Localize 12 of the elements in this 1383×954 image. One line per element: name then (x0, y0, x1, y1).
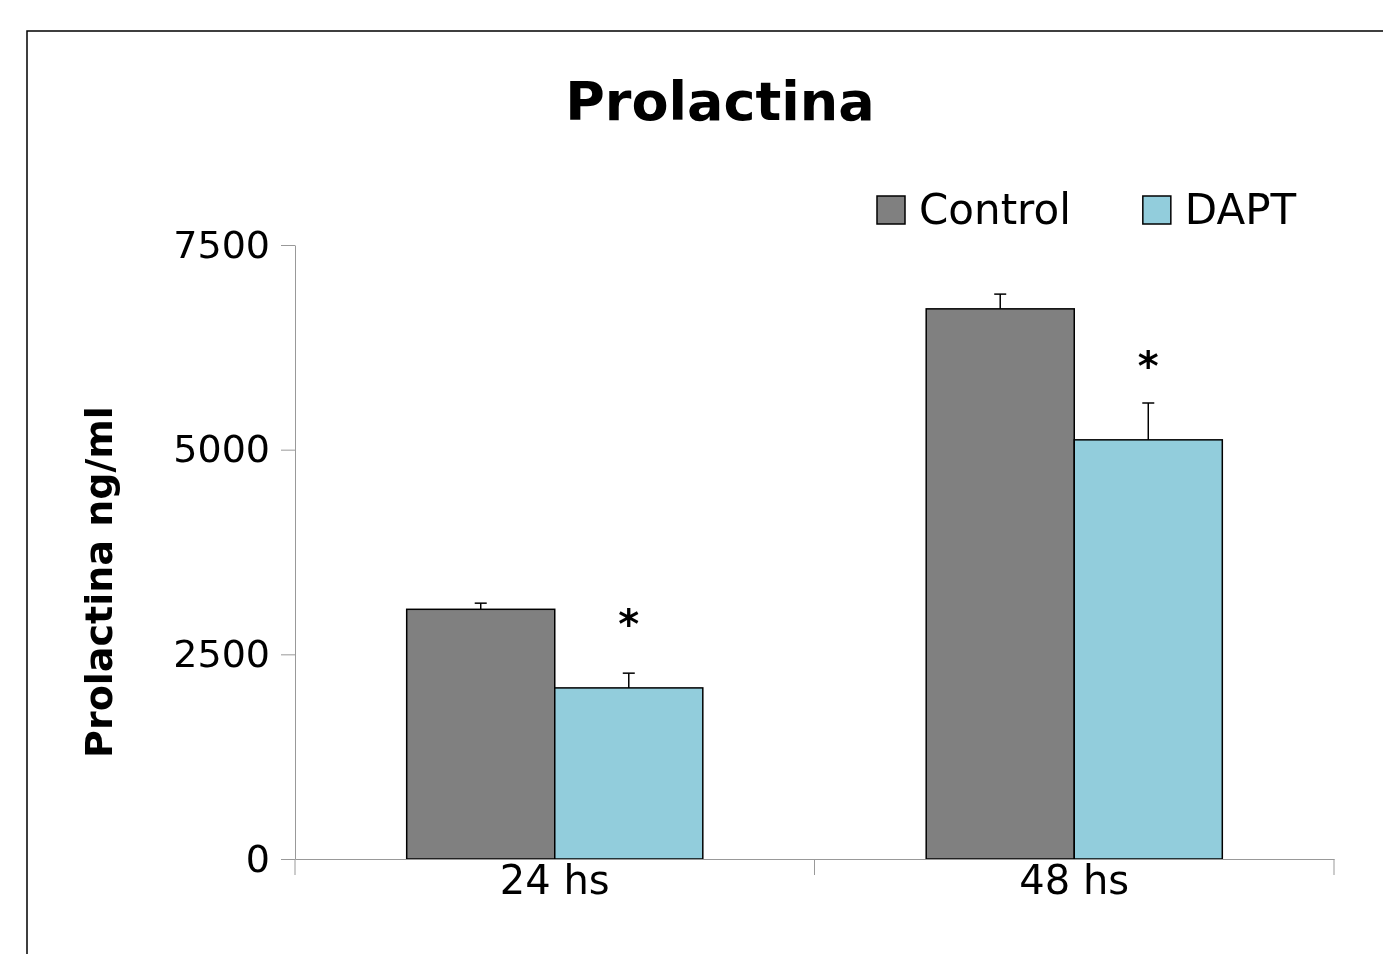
y-tick-label: 2500 (173, 631, 270, 676)
y-tick-label: 5000 (173, 427, 270, 472)
y-tick-label: 7500 (173, 222, 270, 267)
legend-label: Control (919, 185, 1071, 234)
x-tick-label: 24 hs (499, 857, 610, 903)
y-tick-label: 0 (245, 836, 270, 881)
x-tick-label: 48 hs (1019, 857, 1130, 903)
annotation: * (1137, 342, 1159, 389)
chart-title: Prolactina (565, 70, 875, 133)
annotation: * (618, 600, 640, 647)
y-axis-title: Prolactina ng/ml (77, 406, 121, 758)
legend-label: DAPT (1184, 185, 1297, 234)
